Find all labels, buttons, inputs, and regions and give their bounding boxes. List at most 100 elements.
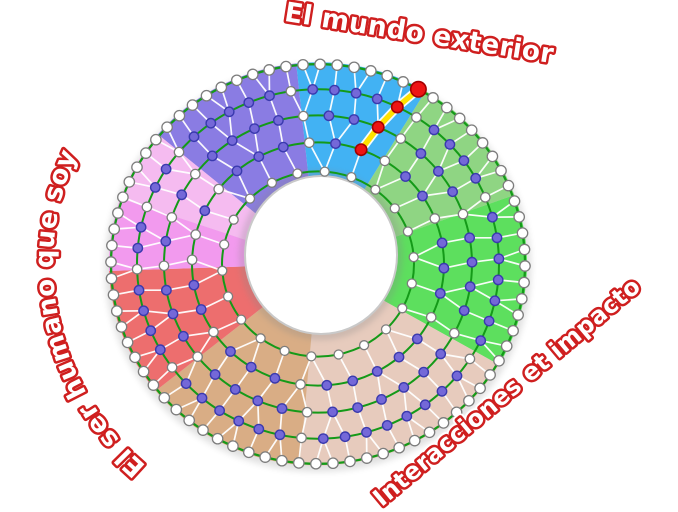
- ring-node-purple[interactable]: [350, 87, 362, 99]
- ring-node-white[interactable]: [346, 171, 357, 183]
- ring-node-white[interactable]: [105, 256, 117, 268]
- ring-node-purple[interactable]: [493, 253, 505, 265]
- ring-node-purple[interactable]: [245, 361, 257, 373]
- ring-node-purple[interactable]: [243, 97, 255, 109]
- ring-node-purple[interactable]: [371, 93, 383, 105]
- ring-node-purple[interactable]: [321, 379, 333, 391]
- ring-node-white[interactable]: [463, 394, 475, 407]
- ring-node-white[interactable]: [292, 457, 305, 469]
- ring-node-purple[interactable]: [411, 333, 423, 345]
- ring-node-white[interactable]: [397, 303, 408, 314]
- ring-node-purple[interactable]: [229, 383, 241, 395]
- selected-node[interactable]: [390, 100, 404, 114]
- ring-node-purple[interactable]: [398, 381, 410, 393]
- ring-node-purple[interactable]: [209, 369, 221, 380]
- ring-node-white[interactable]: [518, 276, 530, 289]
- ring-node-white[interactable]: [408, 252, 419, 263]
- ring-node-white[interactable]: [381, 69, 394, 82]
- ring-node-white[interactable]: [493, 354, 505, 367]
- ring-node-white[interactable]: [227, 440, 239, 452]
- ring-node-purple[interactable]: [180, 378, 192, 389]
- ring-node-white[interactable]: [158, 391, 171, 404]
- ring-node-purple[interactable]: [347, 375, 359, 387]
- ring-node-purple[interactable]: [188, 131, 200, 143]
- ring-node-white[interactable]: [298, 110, 309, 122]
- ring-node-white[interactable]: [166, 362, 178, 373]
- ring-node-purple[interactable]: [177, 330, 189, 342]
- ring-node-white[interactable]: [303, 137, 315, 149]
- ring-node-purple[interactable]: [329, 84, 340, 96]
- ring-node-white[interactable]: [379, 155, 391, 167]
- ring-node-purple[interactable]: [428, 124, 440, 136]
- ring-node-white[interactable]: [495, 164, 507, 177]
- ring-node-white[interactable]: [208, 326, 219, 338]
- ring-node-white[interactable]: [192, 351, 203, 363]
- ring-node-white[interactable]: [173, 109, 186, 122]
- ring-node-purple[interactable]: [415, 148, 427, 159]
- selected-node[interactable]: [354, 143, 368, 157]
- ring-node-white[interactable]: [427, 92, 439, 104]
- ring-node-white[interactable]: [279, 345, 290, 357]
- ring-node-white[interactable]: [129, 351, 141, 364]
- ring-node-white[interactable]: [131, 263, 143, 275]
- ring-node-white[interactable]: [457, 208, 469, 220]
- ring-node-purple[interactable]: [417, 190, 428, 202]
- ring-node-purple[interactable]: [492, 274, 504, 286]
- ring-node-purple[interactable]: [352, 402, 363, 413]
- ring-node-white[interactable]: [393, 441, 406, 454]
- ring-node-purple[interactable]: [458, 305, 470, 316]
- ring-node-white[interactable]: [370, 184, 381, 195]
- ring-node-white[interactable]: [147, 379, 160, 391]
- ring-node-white[interactable]: [389, 203, 400, 214]
- ring-node-purple[interactable]: [214, 405, 226, 416]
- ring-node-purple[interactable]: [264, 90, 275, 102]
- ring-node-white[interactable]: [397, 76, 409, 88]
- ring-node-purple[interactable]: [451, 370, 463, 382]
- ring-node-white[interactable]: [166, 212, 178, 223]
- ring-node-white[interactable]: [486, 150, 499, 163]
- ring-node-purple[interactable]: [225, 346, 236, 357]
- ring-node-purple[interactable]: [348, 114, 360, 125]
- ring-node-white[interactable]: [301, 406, 313, 418]
- ring-node-purple[interactable]: [419, 399, 431, 411]
- ring-node-white[interactable]: [516, 227, 529, 239]
- ring-node-white[interactable]: [117, 191, 129, 204]
- ring-node-purple[interactable]: [371, 365, 383, 377]
- ring-node-white[interactable]: [108, 223, 121, 235]
- ring-node-white[interactable]: [158, 260, 170, 272]
- ring-node-white[interactable]: [222, 291, 234, 302]
- ring-node-white[interactable]: [319, 166, 330, 177]
- ring-node-white[interactable]: [402, 226, 414, 237]
- ring-node-white[interactable]: [500, 340, 513, 352]
- selected-node[interactable]: [409, 80, 427, 98]
- ring-node-purple[interactable]: [486, 211, 498, 223]
- ring-node-white[interactable]: [474, 382, 486, 395]
- ring-node-white[interactable]: [453, 112, 466, 125]
- ring-node-white[interactable]: [502, 179, 515, 192]
- ring-node-white[interactable]: [219, 239, 230, 250]
- ring-node-purple[interactable]: [277, 141, 289, 153]
- ring-node-white[interactable]: [280, 60, 292, 73]
- ring-node-purple[interactable]: [160, 284, 172, 296]
- ring-node-purple[interactable]: [436, 237, 448, 249]
- ring-node-purple[interactable]: [464, 232, 475, 244]
- ring-node-white[interactable]: [484, 369, 496, 381]
- ring-node-white[interactable]: [425, 311, 437, 323]
- ring-node-white[interactable]: [236, 314, 247, 325]
- ring-node-purple[interactable]: [135, 221, 147, 233]
- ring-node-white[interactable]: [123, 176, 136, 188]
- ring-node-purple[interactable]: [418, 366, 430, 378]
- ring-node-white[interactable]: [465, 124, 478, 137]
- ring-node-purple[interactable]: [132, 242, 144, 254]
- ring-node-purple[interactable]: [233, 415, 245, 427]
- ring-node-purple[interactable]: [466, 256, 478, 268]
- ring-node-purple[interactable]: [435, 348, 447, 360]
- ring-node-purple[interactable]: [195, 304, 207, 315]
- ring-node-purple[interactable]: [470, 172, 482, 184]
- ring-node-purple[interactable]: [447, 186, 458, 198]
- ring-node-white[interactable]: [358, 340, 370, 351]
- ring-node-purple[interactable]: [199, 205, 211, 217]
- ring-node-purple[interactable]: [458, 155, 470, 167]
- ring-node-white[interactable]: [255, 333, 266, 344]
- ring-node-purple[interactable]: [252, 395, 264, 407]
